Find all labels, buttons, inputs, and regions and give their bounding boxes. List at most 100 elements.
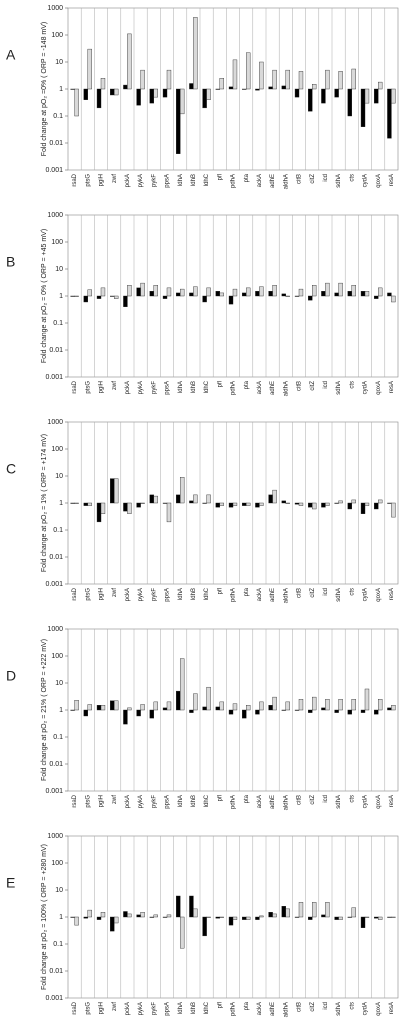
x-tick-label: pykA xyxy=(138,1002,144,1015)
bar xyxy=(255,88,260,91)
bar xyxy=(364,916,370,918)
bar xyxy=(83,502,88,506)
y-tick-label: 1000 xyxy=(47,419,63,426)
bar xyxy=(219,502,224,506)
x-tick-label: ldhA xyxy=(178,381,184,393)
x-tick-label: pykF xyxy=(151,1002,157,1015)
x-tick-label: pgiH xyxy=(99,174,105,186)
x-tick-label: ppsA xyxy=(165,1002,171,1016)
bar xyxy=(219,701,224,711)
y-tick-label: 0.001 xyxy=(45,788,63,795)
bar xyxy=(215,88,220,90)
bar xyxy=(298,902,304,918)
bar xyxy=(387,88,392,139)
x-tick-label: pckA xyxy=(125,588,131,601)
panel-label: D xyxy=(6,668,16,684)
bar xyxy=(391,705,396,711)
bar xyxy=(391,88,396,104)
bar xyxy=(83,709,88,717)
x-tick-label: pdhA xyxy=(231,1002,237,1016)
x-tick-label: adhE xyxy=(270,795,276,809)
bar xyxy=(153,88,158,98)
x-tick-label: ptsG xyxy=(85,174,91,187)
x-tick-label: pckA xyxy=(125,381,131,394)
bar xyxy=(228,502,234,508)
bar xyxy=(298,71,304,90)
bar xyxy=(298,502,304,506)
y-axis-title: Fold change at pO₂ =0% ( ORP = -148 mV) xyxy=(41,22,48,157)
x-tick-label: ackA xyxy=(257,381,263,394)
y-tick-label: 0.01 xyxy=(49,140,63,147)
x-tick-label: cts xyxy=(349,795,355,803)
x-tick-label: pgiH xyxy=(99,588,105,600)
bar xyxy=(391,295,396,303)
bar xyxy=(87,289,92,297)
bar xyxy=(334,292,339,297)
bar xyxy=(113,295,119,299)
bar xyxy=(351,285,356,297)
bar xyxy=(242,88,247,90)
bar xyxy=(219,78,224,90)
x-tick-label: ldhA xyxy=(178,588,184,600)
bar xyxy=(347,916,352,918)
bar xyxy=(74,295,79,297)
bar xyxy=(83,88,88,100)
chart-panel: 0.001 0.01 0.1 1 10 100 1000 rsaD ptsG pgiH zwf pck… xyxy=(6,833,399,1017)
x-tick-label: ppsA xyxy=(165,381,171,395)
x-tick-label: ppsA xyxy=(165,588,171,602)
x-tick-label: pykA xyxy=(138,381,144,394)
bar xyxy=(387,916,392,918)
bar xyxy=(215,916,220,919)
y-tick-label: 0.1 xyxy=(53,113,63,120)
y-tick-label: 1 xyxy=(59,293,63,300)
bar xyxy=(153,285,158,297)
x-tick-label: pta xyxy=(244,173,250,182)
bar xyxy=(96,916,102,920)
bar xyxy=(321,914,326,918)
x-tick-label: ackA xyxy=(257,1002,263,1015)
bar xyxy=(347,88,352,117)
x-tick-label: pdhA xyxy=(231,381,237,395)
bar xyxy=(364,291,370,297)
y-tick-label: 10 xyxy=(55,59,63,66)
bar xyxy=(285,502,290,504)
x-tick-label: pdhA xyxy=(231,588,237,602)
bar xyxy=(387,502,392,504)
x-tick-label: citZ xyxy=(310,174,316,184)
x-tick-label: ackA xyxy=(257,174,263,187)
bar xyxy=(202,916,207,937)
bar xyxy=(123,295,128,307)
bar xyxy=(162,88,168,98)
chart-panel: 0.001 0.01 0.1 1 10 100 1000 rsaD ptsG pgiH zwf pck… xyxy=(6,5,399,189)
bar xyxy=(189,709,194,713)
x-tick-label: pta xyxy=(244,794,250,803)
bar xyxy=(294,295,300,297)
bar xyxy=(74,916,79,926)
panel-label: A xyxy=(6,47,16,63)
bar xyxy=(281,906,286,918)
bar xyxy=(374,295,379,299)
bar xyxy=(176,690,181,711)
bar xyxy=(70,88,75,90)
bar xyxy=(70,502,75,504)
y-tick-label: 0.01 xyxy=(49,554,63,561)
x-tick-label: pykF xyxy=(151,795,157,808)
chart-panel: 0.001 0.01 0.1 1 10 100 1000 rsaD ptsG pgiH zwf pck… xyxy=(6,419,399,603)
y-tick-label: 100 xyxy=(51,860,63,867)
y-tick-label: 1 xyxy=(59,86,63,93)
y-tick-label: 0.001 xyxy=(45,581,63,588)
x-tick-label: adhE xyxy=(270,1002,276,1016)
x-tick-label: citB xyxy=(297,1002,303,1012)
y-tick-label: 1000 xyxy=(47,5,63,12)
x-tick-label: rsaD xyxy=(72,1001,78,1014)
bar xyxy=(140,282,145,297)
bar xyxy=(351,68,356,90)
bar xyxy=(193,286,198,297)
bar xyxy=(166,701,172,711)
bar xyxy=(321,502,326,508)
x-tick-label: pta xyxy=(244,380,250,389)
y-tick-label: 10 xyxy=(55,266,63,273)
y-tick-label: 1 xyxy=(59,707,63,714)
bar xyxy=(127,285,132,297)
bar xyxy=(228,709,234,715)
